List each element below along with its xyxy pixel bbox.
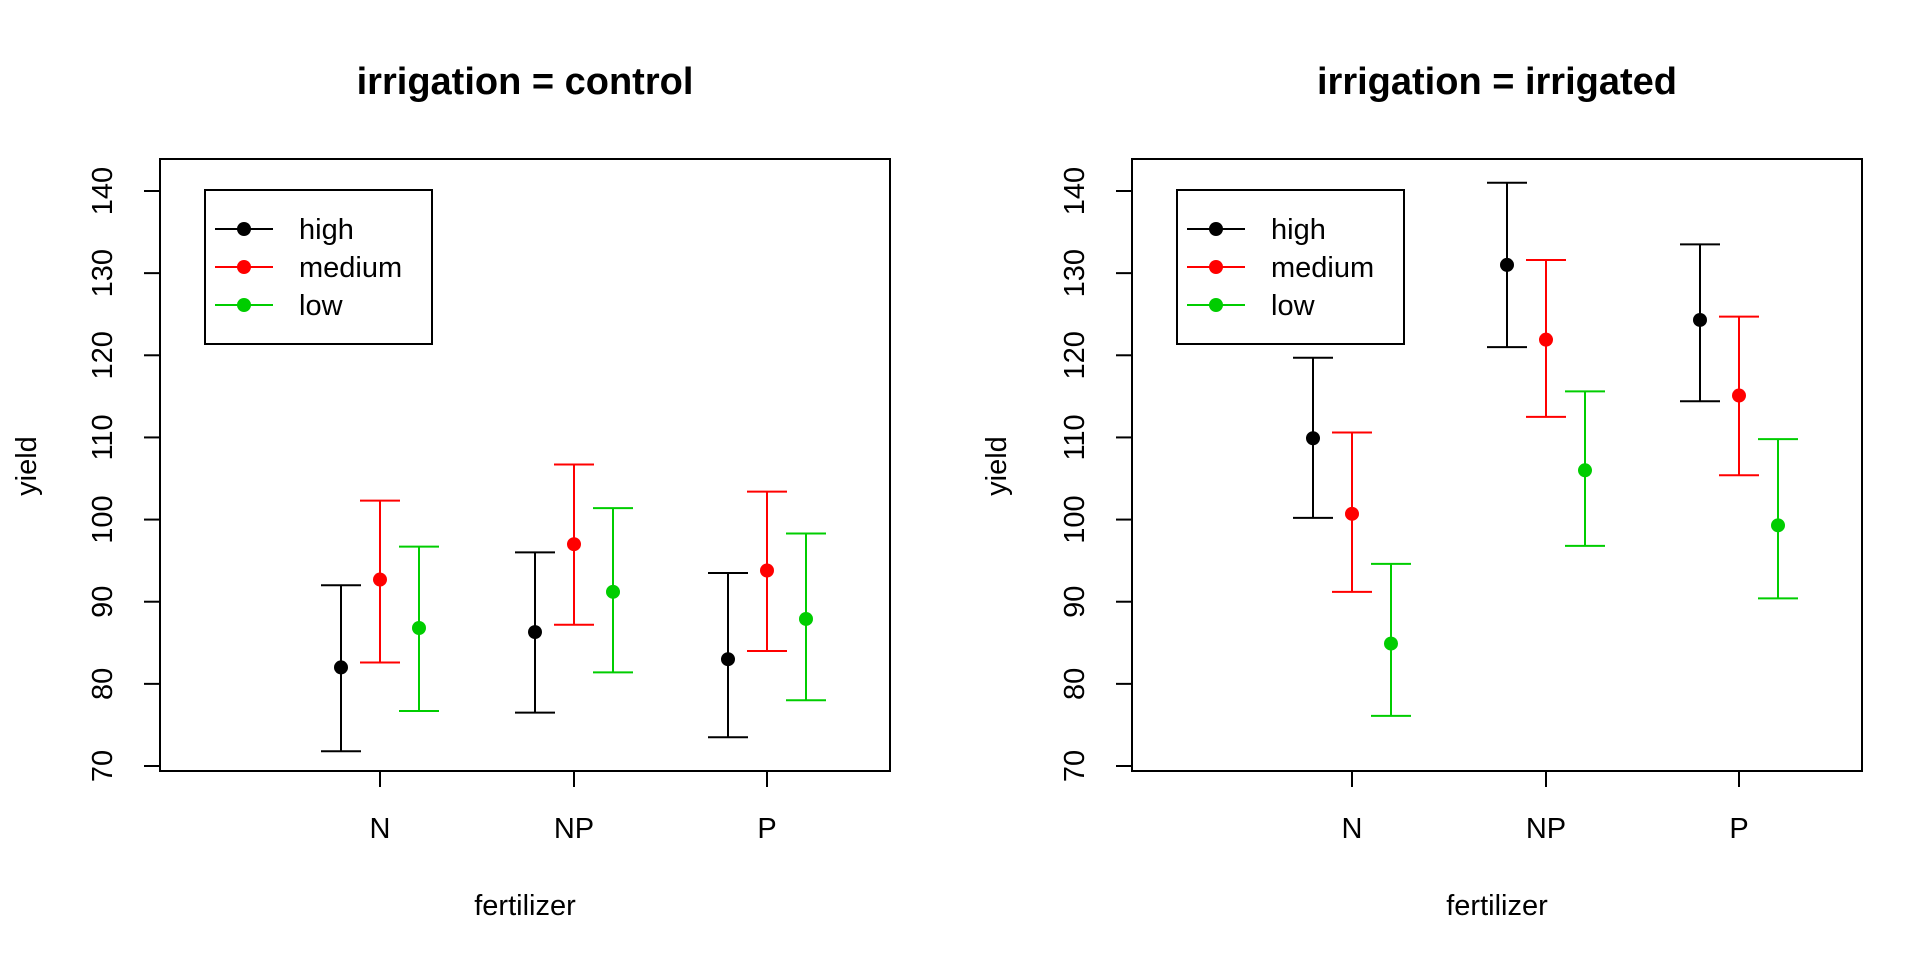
x-tick-label: N	[370, 813, 391, 845]
y-tick-label: 120	[1059, 331, 1091, 379]
legend-marker	[237, 260, 251, 274]
legend-item-low: low	[1187, 290, 1316, 322]
series-low	[1371, 390, 1798, 717]
y-tick-label: 70	[1059, 750, 1091, 782]
legend-item-medium: medium	[215, 252, 402, 284]
data-point	[760, 563, 774, 578]
y-tick-label: 130	[87, 249, 119, 297]
x-tick-label: N	[1342, 813, 1363, 845]
y-tick-label: 90	[1059, 586, 1091, 618]
data-point	[1578, 463, 1592, 478]
y-tick-label: 120	[87, 331, 119, 379]
series-low	[399, 507, 826, 712]
data-point	[528, 625, 542, 640]
legend-label: medium	[1271, 252, 1374, 284]
data-point	[721, 652, 735, 667]
x-axis-label: fertilizer	[1446, 890, 1548, 922]
x-tick-label: NP	[1526, 813, 1566, 845]
legend-marker	[237, 298, 251, 312]
data-point	[1539, 332, 1553, 347]
y-tick-label: 110	[1059, 414, 1091, 460]
y-axis: 70 80 90 100 110 120 130 140 yield	[981, 167, 1133, 782]
legend-marker	[1209, 222, 1223, 236]
data-point	[1693, 312, 1707, 327]
y-tick-label: 80	[1059, 668, 1091, 700]
y-axis-label: yield	[981, 436, 1013, 496]
data-point	[1500, 257, 1514, 272]
x-tick-label: P	[1729, 813, 1748, 845]
x-tick-label: P	[757, 813, 776, 845]
chart-panel-2: irrigation = irrigated 70 80 90 100 110 120 130…	[981, 61, 1863, 922]
data-point	[799, 611, 813, 626]
y-axis-label: yield	[11, 436, 43, 496]
legend: high medium low	[204, 189, 433, 345]
data-point	[1306, 431, 1320, 446]
data-point	[1771, 518, 1785, 533]
legend-marker	[1209, 298, 1223, 312]
series-medium	[360, 463, 787, 664]
chart-panel-1: irrigation = control 70 80 90 100 110 120 130 14…	[11, 61, 891, 922]
series-high	[1293, 181, 1720, 519]
legend-marker	[1209, 260, 1223, 274]
data-point	[1345, 506, 1359, 521]
legend-item-high: high	[215, 214, 354, 246]
y-tick-label: 80	[87, 668, 119, 700]
legend-item-medium: medium	[1187, 252, 1374, 284]
data-point	[373, 572, 387, 587]
y-tick-label: 70	[87, 750, 119, 782]
legend-label: medium	[299, 252, 402, 284]
data-point	[334, 660, 348, 675]
x-axis-label: fertilizer	[474, 890, 576, 922]
legend-label: high	[1271, 214, 1326, 246]
data-point	[606, 584, 620, 599]
data-point	[412, 621, 426, 635]
y-tick-label: 100	[87, 495, 119, 543]
y-tick-label: 140	[87, 167, 119, 215]
chart-title: irrigation = control	[357, 61, 694, 103]
data-point	[1732, 388, 1746, 403]
series-high	[321, 551, 748, 753]
y-tick-label: 110	[87, 414, 119, 460]
legend-marker	[237, 222, 251, 236]
chart-title: irrigation = irrigated	[1317, 61, 1677, 103]
legend-item-high: high	[1187, 214, 1326, 246]
y-tick-label: 140	[1059, 167, 1091, 215]
legend: high medium low	[1176, 189, 1405, 345]
x-tick-label: NP	[554, 813, 594, 845]
data-point	[1384, 636, 1398, 651]
y-tick-label: 90	[87, 586, 119, 618]
legend-label: low	[299, 290, 344, 322]
y-tick-label: 130	[1059, 249, 1091, 297]
series-medium	[1332, 259, 1759, 593]
y-axis: 70 80 90 100 110 120 130 140 yield	[11, 167, 161, 782]
legend-label: low	[1271, 290, 1316, 322]
data-point	[567, 537, 581, 552]
legend-label: high	[299, 214, 354, 246]
legend-item-low: low	[215, 290, 344, 322]
y-tick-label: 100	[1059, 495, 1091, 543]
